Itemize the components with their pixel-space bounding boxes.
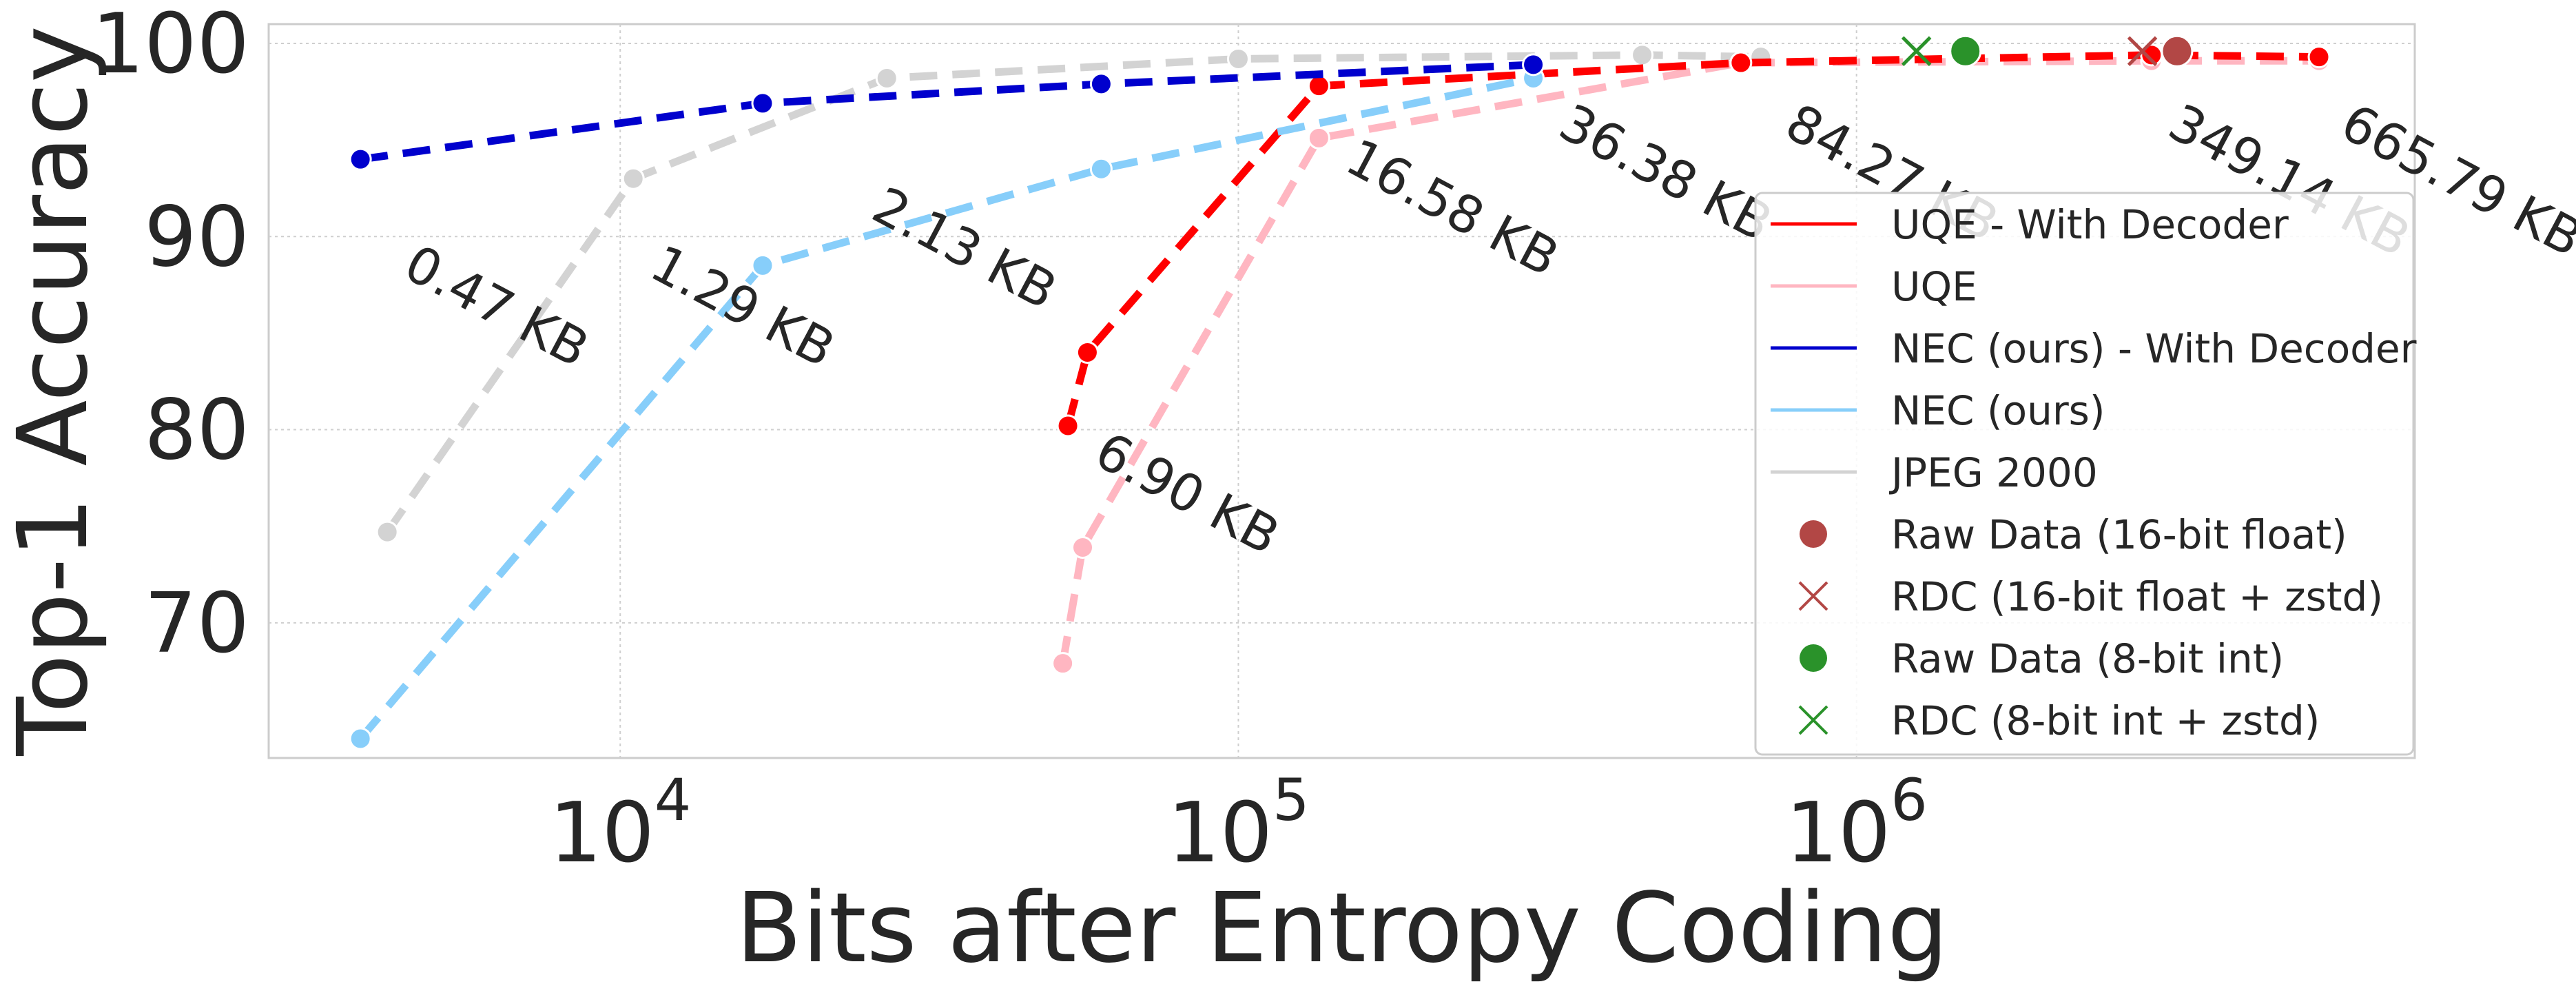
data-point — [1307, 126, 1330, 150]
data-point — [2307, 45, 2331, 69]
legend-item-raw-data-8-bit-int: Raw Data (8-bit int) — [1800, 635, 2284, 682]
series-line — [384, 51, 1761, 535]
y-axis-ticks: 70 80 90 100 — [92, 0, 249, 672]
marker-rdc-8-bit-int-zstd — [1901, 36, 1932, 67]
legend-item-nec-ours-with-decoder: NEC (ours) - With Decoder — [1771, 325, 2417, 372]
legend-item-raw-data-16-bit-float: Raw Data (16-bit float) — [1800, 511, 2347, 558]
data-point — [1307, 74, 1330, 98]
legend: UQE - With Decoder UQE NEC (ours) - With D… — [1754, 192, 2417, 756]
data-point — [1729, 51, 1753, 74]
legend-item-uqe-with-decoder: UQE - With Decoder — [1771, 201, 2289, 248]
legend-item-uqe: UQE — [1771, 263, 1977, 310]
legend-item-nec-ours: NEC (ours) — [1771, 387, 2105, 434]
marker-raw-data-8-bit-int — [1949, 34, 1982, 68]
data-point — [1522, 53, 1545, 76]
legend-label: JPEG 2000 — [1889, 449, 2098, 496]
data-point — [349, 727, 372, 750]
data-point — [751, 254, 774, 277]
marker-raw-data-16-bit-float — [2161, 34, 2194, 68]
marker-rdc-16-bit-float-zstd — [2127, 36, 2158, 67]
legend-x-swatch — [1798, 581, 1828, 611]
data-point — [1051, 652, 1075, 675]
x-axis-title: Bits after Entropy Coding — [736, 872, 1948, 984]
data-point — [1631, 43, 1654, 67]
legend-item-rdc-16-bit-float-zstd: RDC (16-bit float + zstd) — [1798, 573, 2383, 620]
legend-label: UQE - With Decoder — [1891, 201, 2289, 248]
data-point — [875, 66, 898, 90]
y-tick-label: 70 — [144, 576, 249, 672]
data-point — [375, 520, 399, 544]
series-nec-ours-with-decoder — [349, 53, 1545, 171]
data-point — [349, 147, 372, 171]
series-line — [360, 61, 1534, 163]
x-tick-label: 105 — [1167, 766, 1309, 881]
y-axis-title: Top-1 Accuracy — [0, 25, 110, 757]
legend-label: RDC (16-bit float + zstd) — [1891, 573, 2383, 620]
data-point — [1056, 414, 1080, 438]
y-tick-label: 100 — [92, 0, 249, 92]
legend-label: NEC (ours) — [1891, 387, 2105, 434]
x-axis-ticks: 104 105 106 — [549, 766, 1928, 881]
legend-label: NEC (ours) - With Decoder — [1891, 325, 2417, 372]
data-point — [621, 167, 645, 190]
legend-circle-swatch — [1800, 644, 1827, 672]
legend-box — [1754, 192, 2415, 756]
data-point — [1226, 47, 1250, 70]
legend-item-jpeg-2000: JPEG 2000 — [1771, 449, 2098, 496]
legend-label: UQE — [1891, 263, 1977, 310]
marker-group — [1901, 34, 2194, 68]
series-line — [358, 74, 1534, 741]
y-tick-label: 90 — [144, 189, 249, 285]
x-tick-label: 106 — [1786, 766, 1928, 881]
legend-label: Raw Data (8-bit int) — [1891, 635, 2284, 682]
data-point — [1089, 157, 1113, 181]
legend-label: RDC (8-bit int + zstd) — [1891, 697, 2320, 744]
data-point — [1089, 72, 1113, 96]
legend-item-rdc-8-bit-int-zstd: RDC (8-bit int + zstd) — [1798, 697, 2320, 744]
legend-label: Raw Data (16-bit float) — [1891, 511, 2347, 558]
data-point — [1071, 536, 1095, 560]
data-point — [1075, 340, 1099, 364]
series-jpeg-2000 — [375, 43, 1773, 544]
x-tick-label: 104 — [549, 766, 691, 881]
legend-circle-swatch — [1800, 520, 1827, 548]
legend-x-swatch — [1798, 705, 1828, 735]
data-point — [751, 92, 774, 115]
y-tick-label: 80 — [144, 383, 249, 479]
